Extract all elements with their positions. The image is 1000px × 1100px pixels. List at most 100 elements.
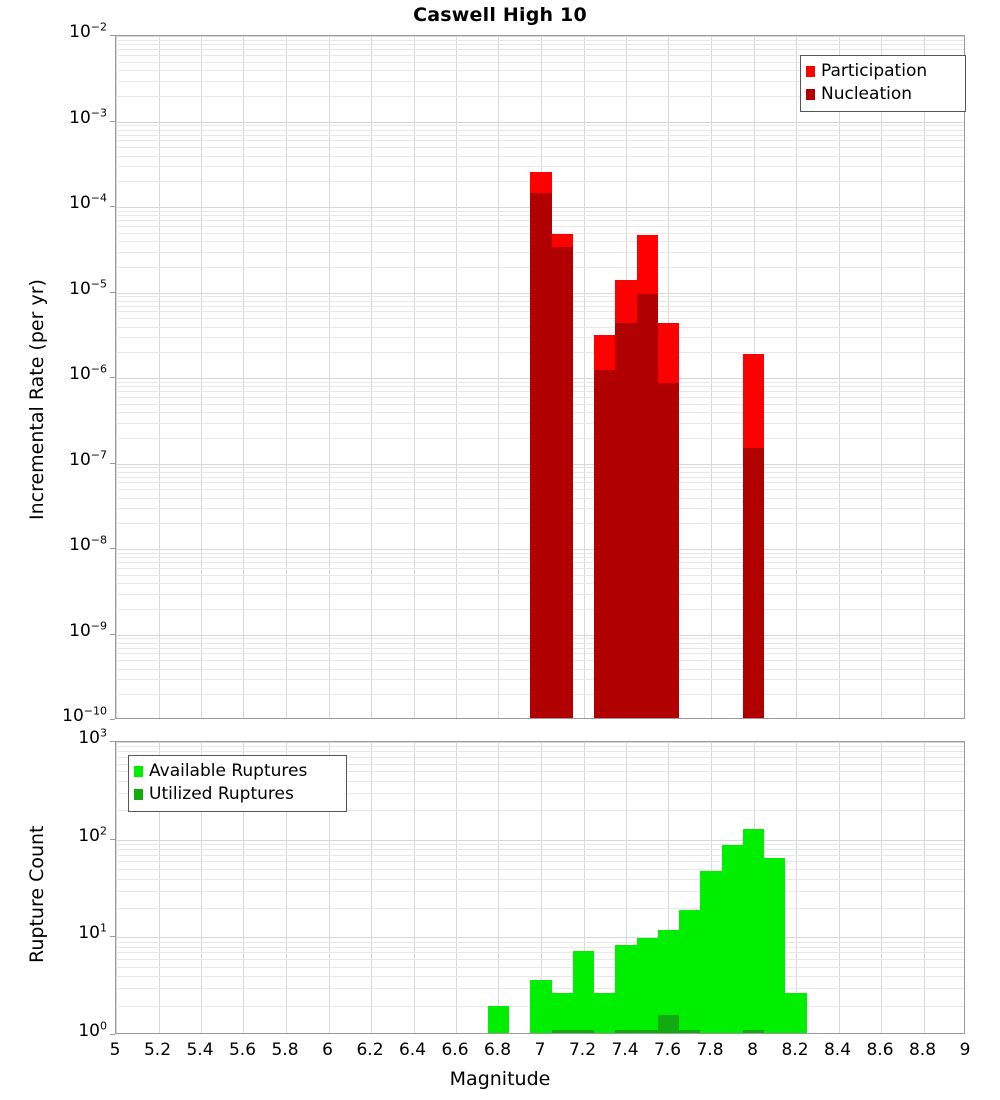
grid-line-horizontal [116,125,964,126]
incremental-rate-plot-area [116,36,964,718]
bar-rupture-count-available-ruptures-0 [487,1005,510,1033]
axis-tick [110,377,115,378]
count-y-tick-label: 102 [78,824,107,846]
grid-line-horizontal [116,976,964,977]
grid-line-vertical [286,36,287,718]
x-tick-label: 9 [959,1040,971,1060]
grid-line-horizontal [116,855,964,856]
bar-rupture-count-available-ruptures-9 [700,870,722,1033]
grid-line-vertical [924,36,925,718]
x-tick-label: 8.2 [781,1040,809,1060]
grid-line-horizontal [116,742,964,743]
x-tick-label: 7.8 [696,1040,724,1060]
axis-tick [110,35,115,36]
x-tick-label: 5.8 [271,1040,299,1060]
grid-line-vertical [329,742,330,1033]
legend-swatch-icon [134,789,143,800]
grid-line-horizontal [116,156,964,157]
grid-line-horizontal [116,793,964,794]
grid-line-vertical [159,742,160,1033]
grid-line-horizontal [116,140,964,141]
legend-swatch-icon [806,89,815,100]
grid-line-horizontal [116,751,964,752]
grid-line-vertical [839,742,840,1033]
grid-line-vertical [668,742,669,1033]
x-tick-label: 6.2 [356,1040,384,1060]
bar-rupture-count-utilized-ruptures-8 [679,1030,701,1033]
grid-line-vertical [414,36,415,718]
grid-line-horizontal [116,70,964,71]
rate-y-tick-label: 10−5 [69,276,107,299]
bar-incremental-rate-nucleation-6 [742,448,765,718]
rate-y-tick-label: 10−2 [69,20,107,42]
grid-line-horizontal [116,135,964,136]
grid-line-horizontal [116,771,964,772]
bar-rupture-count-available-ruptures-6 [636,938,658,1033]
legend-item-participation: Participation [806,60,958,83]
rate-y-tick-label: 10−9 [69,618,107,641]
grid-line-vertical [201,36,202,718]
page-title: Caswell High 10 [413,4,587,26]
grid-line-horizontal [116,840,964,841]
bar-rupture-count-available-ruptures-12 [764,857,786,1033]
grid-line-horizontal [116,122,964,123]
x-tick-label: 8.4 [823,1040,852,1060]
grid-line-vertical [881,742,882,1033]
grid-line-vertical [116,742,117,1033]
bar-rupture-count-available-ruptures-2 [551,992,573,1033]
x-tick-label: 7 [534,1040,546,1060]
axis-tick [110,292,115,293]
axis-tick [110,1034,115,1035]
grid-line-horizontal [116,810,964,811]
grid-line-horizontal [116,891,964,892]
bar-rupture-count-utilized-ruptures-3 [572,1030,595,1033]
grid-line-horizontal [116,879,964,880]
legend-swatch-icon [134,766,143,777]
grid-line-horizontal [116,967,964,968]
grid-line-vertical [286,742,287,1033]
grid-line-vertical [201,742,202,1033]
x-tick-label: 5.6 [228,1040,257,1060]
grid-line-vertical [584,742,585,1033]
rupture-count-plot-area [116,742,964,1033]
grid-line-vertical [711,36,712,718]
rate-y-tick-label: 10−4 [69,191,107,213]
grid-line-vertical [243,742,244,1033]
grid-line-horizontal [116,764,964,765]
count-legend: Available Ruptures Utilized Ruptures [128,755,347,812]
grid-line-vertical [839,36,840,718]
bar-rupture-count-utilized-ruptures-6 [636,1030,658,1033]
grid-line-horizontal [116,746,964,747]
grid-line-horizontal [116,166,964,167]
legend-label: Available Ruptures [149,761,308,781]
grid-line-vertical [498,36,499,718]
grid-line-horizontal [116,952,964,953]
rate-y-tick-label: 10−7 [69,447,107,470]
grid-line-vertical [796,742,797,1033]
axis-tick [110,121,115,122]
grid-line-horizontal [116,781,964,782]
bar-rupture-count-utilized-ruptures-5 [615,1030,637,1033]
grid-line-vertical [243,36,244,718]
legend-label: Participation [821,61,928,81]
grid-line-horizontal [116,147,964,148]
x-tick-label: 5.2 [143,1040,172,1060]
grid-line-horizontal [116,844,964,845]
bar-rupture-count-available-ruptures-7 [657,929,680,1033]
x-tick-label: 8.8 [908,1040,937,1060]
grid-line-horizontal [116,55,964,56]
grid-line-vertical [116,36,117,718]
x-tick-label: 6.8 [483,1040,512,1060]
grid-line-vertical [414,742,415,1033]
grid-line-vertical [584,36,585,718]
grid-line-horizontal [116,942,964,943]
bar-incremental-rate-nucleation-1 [551,247,573,718]
rate-legend: Participation Nucleation [800,55,966,112]
grid-line-vertical [159,36,160,718]
rate-y-axis-title: Incremental Rate (per yr) [26,279,48,520]
x-tick-label: 8.6 [866,1040,894,1060]
grid-line-horizontal [116,130,964,131]
x-tick-label: 6.6 [441,1040,469,1060]
axis-tick [110,548,115,549]
bar-rupture-count-available-ruptures-8 [679,910,701,1033]
